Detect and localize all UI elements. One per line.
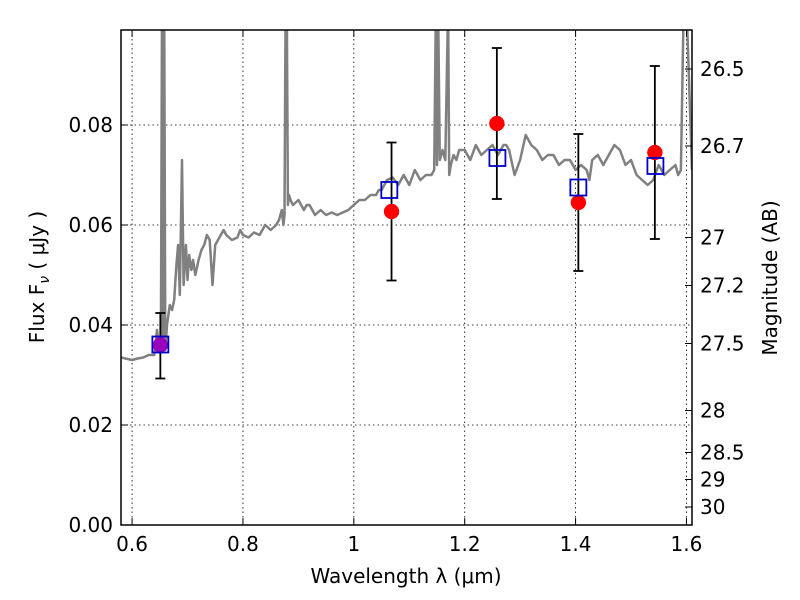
- plot-frame: [120, 29, 693, 526]
- data-point-square: [569, 178, 588, 197]
- x-tick-label: 0.8: [227, 532, 259, 556]
- y-axis-title-subscript: ν: [37, 276, 53, 284]
- sed-model-layer: [121, 30, 692, 362]
- y2-tick-label: 28: [700, 399, 725, 423]
- data-point-circle: [489, 115, 505, 132]
- y2-tick-label: 27.2: [700, 274, 745, 298]
- y2-axis-title: Magnitude (AB): [758, 200, 782, 355]
- y2-tick-label: 29: [700, 468, 725, 492]
- data-point-square: [646, 157, 665, 175]
- y-axis-title-unit: ( μJy ): [25, 211, 49, 276]
- axis-ticks: [121, 30, 692, 526]
- y2-tick-label: 27.5: [700, 332, 745, 356]
- data-point-square: [380, 181, 399, 199]
- data-point-square: [488, 149, 507, 167]
- y-tick-label: 0.02: [68, 413, 113, 437]
- y-tick-label: 0.04: [68, 313, 113, 337]
- tick-labels: 0.6 0.8 1 1.2 1.4 1.6 0.00 0.02 0.04 0.06 0.08 26.5…: [68, 57, 744, 556]
- y2-tick-label: 30: [700, 495, 725, 519]
- data-point-circle: [570, 194, 587, 211]
- data-point-circle: [383, 203, 400, 220]
- y2-tick-label: 28.5: [700, 441, 745, 465]
- sed-model-line: [121, 30, 692, 362]
- y2-tick-label: 26.7: [700, 134, 745, 158]
- y2-tick-label: 27: [700, 226, 725, 250]
- x-tick-label: 1.6: [671, 532, 703, 556]
- x-tick-label: 1: [347, 532, 360, 556]
- y-axis-title-main: Flux F: [25, 284, 49, 343]
- data-point-circle: [647, 144, 663, 161]
- marker-layer: [151, 115, 665, 354]
- data-point-circle: [152, 337, 169, 353]
- y-tick-label: 0.06: [68, 213, 113, 237]
- x-tick-label: 1.2: [449, 532, 481, 556]
- x-axis-title: Wavelength λ (μm): [310, 564, 501, 588]
- x-tick-label: 0.6: [116, 532, 148, 556]
- y-axis-title: Flux Fν ( μJy ): [25, 211, 53, 343]
- y-tick-label: 0.00: [68, 513, 113, 537]
- y-tick-label: 0.08: [68, 113, 113, 137]
- data-point-square: [151, 335, 170, 354]
- x-tick-label: 1.4: [560, 532, 592, 556]
- y2-tick-label: 26.5: [700, 57, 745, 81]
